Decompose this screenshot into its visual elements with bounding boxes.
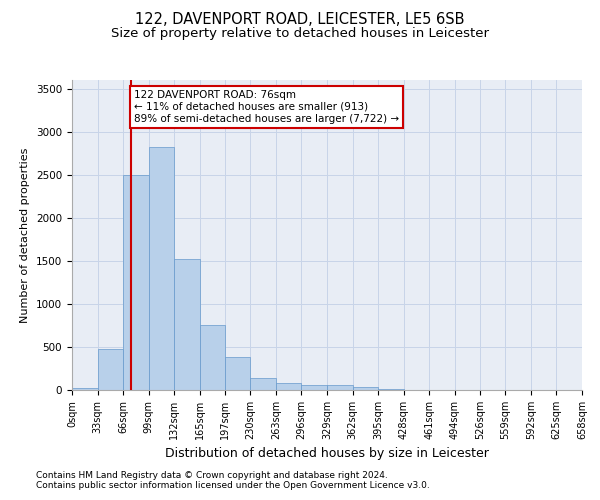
- Bar: [98, 348, 123, 390]
- Bar: [250, 378, 276, 390]
- Bar: [72, 388, 98, 390]
- Bar: [378, 389, 404, 390]
- Text: 122 DAVENPORT ROAD: 76sqm
← 11% of detached houses are smaller (913)
89% of semi: 122 DAVENPORT ROAD: 76sqm ← 11% of detac…: [134, 90, 399, 124]
- Bar: [200, 326, 224, 390]
- X-axis label: Distribution of detached houses by size in Leicester: Distribution of detached houses by size …: [165, 448, 489, 460]
- Text: 122, DAVENPORT ROAD, LEICESTER, LE5 6SB: 122, DAVENPORT ROAD, LEICESTER, LE5 6SB: [135, 12, 465, 28]
- Text: Size of property relative to detached houses in Leicester: Size of property relative to detached ho…: [111, 28, 489, 40]
- Bar: [123, 174, 149, 390]
- Bar: [327, 386, 353, 390]
- Text: Contains public sector information licensed under the Open Government Licence v3: Contains public sector information licen…: [36, 481, 430, 490]
- Bar: [353, 388, 378, 390]
- Text: Contains HM Land Registry data © Crown copyright and database right 2024.: Contains HM Land Registry data © Crown c…: [36, 471, 388, 480]
- Bar: [175, 259, 200, 390]
- Y-axis label: Number of detached properties: Number of detached properties: [20, 148, 31, 322]
- Bar: [224, 358, 250, 390]
- Bar: [149, 147, 175, 390]
- Bar: [301, 386, 327, 390]
- Bar: [276, 383, 301, 390]
